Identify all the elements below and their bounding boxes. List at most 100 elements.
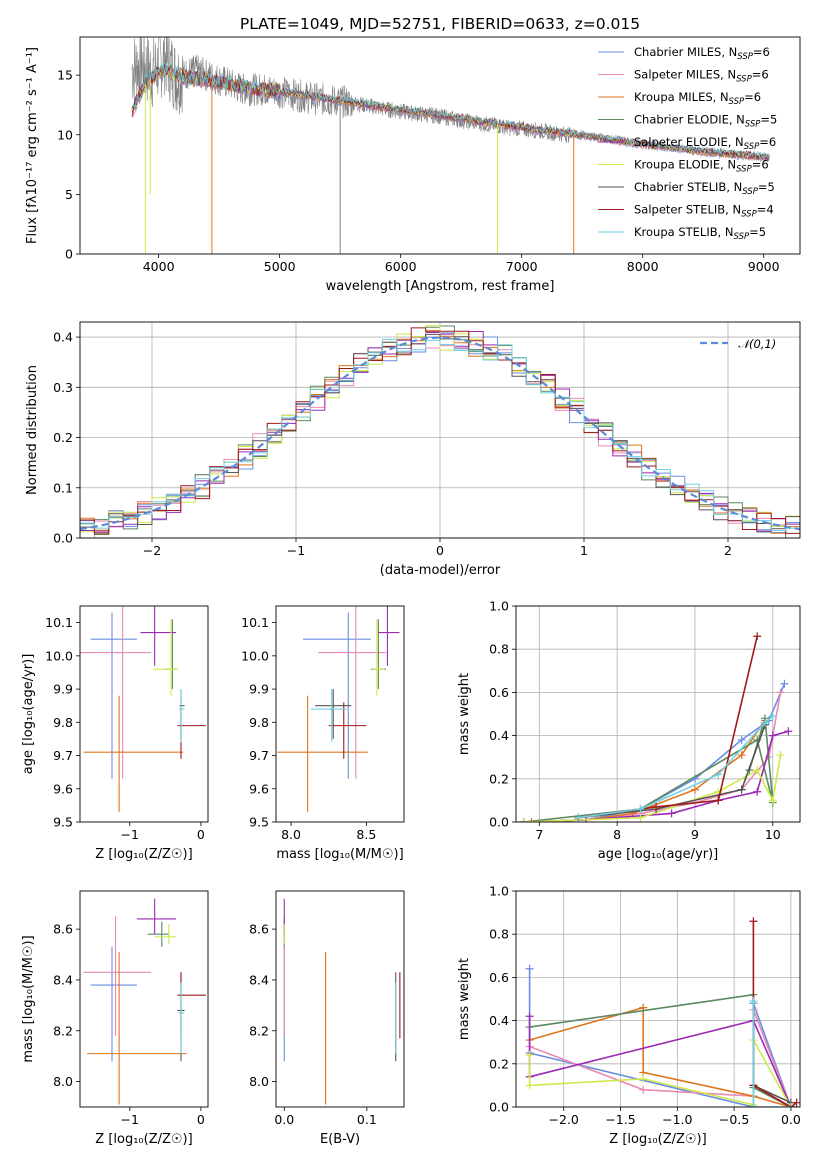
age_vs_Z-ytick-label: 9.7	[53, 748, 73, 763]
mass-weight-line	[523, 754, 782, 822]
age_vs_mass-ytick-label: 9.6	[249, 781, 269, 796]
legend-subscript: SSP	[744, 142, 760, 152]
mass-weight-marker	[714, 796, 723, 805]
mass_weight_vs_Z-ytick-label: 0.8	[489, 927, 509, 942]
mass_vs_Z-plot	[83, 898, 206, 1105]
mass-weight-line	[528, 1016, 792, 1107]
legend-label: Salpeter ELODIE, NSSP=6	[634, 135, 776, 152]
residuals-xtick-label: −1	[287, 543, 305, 558]
legend-subscript: SSP	[737, 52, 753, 62]
mass_vs_ebv-xtick-label: 0.1	[357, 1112, 377, 1127]
mass-weight-marker	[760, 718, 769, 727]
age_vs_mass-xtick-label: 8.0	[281, 827, 301, 842]
mass-weight-line	[528, 1036, 792, 1107]
spectrum-xtick-label: 8000	[627, 259, 659, 274]
legend-count: =5	[760, 113, 777, 127]
spectrum-ytick-label: 10	[57, 127, 73, 142]
legend-label: Chabrier ELODIE, NSSP=5	[634, 113, 777, 130]
residuals-ytick-label: 0.4	[53, 330, 73, 345]
legend-subscript: SSP	[734, 232, 750, 242]
legend-count: =6	[759, 135, 776, 149]
mass_weight_vs_age-ytick-label: 1.0	[489, 599, 509, 614]
mass-weight-marker	[780, 679, 789, 688]
mass_vs_Z-frame	[79, 890, 209, 1108]
residuals-ytick-label: 0.0	[53, 531, 73, 546]
mass_weight_vs_age-xtick-label: 10	[765, 827, 781, 842]
spectrum-xtick-label: 9000	[748, 259, 780, 274]
age_vs_mass-ytick-label: 9.9	[249, 682, 269, 697]
spectrum-ylabel: Flux [fλ10⁻¹⁷ erg cm⁻² s⁻¹ A⁻¹]	[25, 47, 40, 244]
legend-label: Salpeter MILES, NSSP=6	[634, 68, 769, 85]
age_vs_mass-ytick-label: 9.5	[249, 815, 269, 830]
age_vs_Z-ytick-label: 10.1	[45, 615, 73, 630]
mass_weight_vs_Z-xtick-label: 0.0	[781, 1112, 801, 1127]
legend-subscript: SSP	[745, 120, 761, 130]
mass-weight-marker	[749, 997, 758, 1006]
legend-subscript: SSP	[736, 75, 752, 85]
spectrum-ytick-label: 5	[65, 187, 73, 202]
mass_weight_vs_Z-ylabel: mass weight	[457, 958, 472, 1040]
spectrum-plot	[131, 37, 770, 254]
spectrum-xtick-label: 5000	[264, 259, 296, 274]
age_vs_Z-ytick-label: 9.6	[53, 781, 73, 796]
mass-weight-marker	[652, 802, 661, 811]
spectrum-xtick-label: 4000	[143, 259, 175, 274]
normal-legend-label: 𝒩(0,1)	[738, 337, 776, 351]
legend-count: =6	[752, 158, 769, 172]
mass-weight-marker	[792, 1098, 800, 1107]
marks-layer	[80, 37, 800, 1107]
mass-weight-marker	[527, 818, 536, 822]
mass-weight-line	[578, 715, 774, 819]
mass_weight_vs_age-plot	[519, 632, 793, 822]
spectrum-xlabel: wavelength [Angstrom, rest frame]	[326, 279, 555, 294]
mass_vs_Z-ytick-label: 8.6	[53, 922, 73, 937]
normal-curve	[80, 336, 800, 531]
mass_vs_ebv-xlabel: E(B-V)	[320, 1132, 360, 1147]
mass_vs_Z-xtick-label: 0	[197, 1112, 205, 1127]
mass-weight-marker	[784, 727, 793, 736]
mass_vs_ebv-ytick-label: 8.6	[249, 922, 269, 937]
legend-label: Kroupa STELIB, NSSP=5	[634, 225, 766, 242]
legend-count: =5	[749, 225, 766, 239]
mass-weight-line	[528, 968, 792, 1107]
mass_weight_vs_age-xtick-label: 9	[691, 827, 699, 842]
residuals-ytick-label: 0.1	[53, 480, 73, 495]
mass_vs_ebv-plot	[283, 898, 401, 1105]
age_vs_mass-xtick-label: 8.5	[356, 827, 376, 842]
mass-weight-marker	[636, 813, 645, 822]
spectrum-ytick-label: 15	[57, 68, 73, 83]
mass-weight-marker	[737, 751, 746, 760]
mass-weight-marker	[768, 796, 777, 805]
mass_weight_vs_age-ytick-label: 0.4	[489, 728, 509, 743]
age_vs_mass-ytick-label: 10.1	[241, 615, 269, 630]
legend-count: =4	[757, 203, 774, 217]
mass_weight_vs_age-ytick-label: 0.8	[489, 642, 509, 657]
legend-count: =6	[753, 45, 770, 59]
legend-count: =6	[744, 90, 761, 104]
mass_vs_ebv-ytick-label: 8.2	[249, 1023, 269, 1038]
age_vs_mass-ytick-label: 10.0	[241, 648, 269, 663]
mass-weight-marker	[667, 809, 676, 818]
mass_weight_vs_age-xtick-label: 8	[613, 827, 621, 842]
mass_vs_ebv-ytick-label: 8.0	[249, 1074, 269, 1089]
mass-weight-marker	[690, 785, 699, 794]
legend-label: Chabrier STELIB, NSSP=5	[634, 180, 775, 197]
mass_weight_vs_Z-frame	[515, 890, 801, 1108]
age_vs_mass-ytick-label: 9.7	[249, 748, 269, 763]
axes-layer: 4000 5000 6000 7000 8000 9000051015wavelength…	[21, 36, 801, 1147]
spectrum-xtick-label: 6000	[385, 259, 417, 274]
age_vs_Z-frame	[79, 605, 209, 823]
age_vs_Z-ylabel: age [log₁₀(age/yr)]	[21, 654, 36, 775]
histogram-step	[80, 327, 800, 534]
grid-layer	[80, 322, 800, 1108]
mass_weight_vs_Z-ytick-label: 1.0	[489, 884, 509, 899]
residuals-ytick-label: 0.3	[53, 380, 73, 395]
mass-weight-marker	[525, 1012, 534, 1021]
mass_vs_Z-xlabel: Z [log₁₀(Z/Z☉)]	[95, 1132, 192, 1147]
mass-weight-line	[578, 636, 758, 819]
legend-subscript: SSP	[736, 165, 752, 175]
legend-label: Kroupa MILES, NSSP=6	[634, 90, 761, 107]
residuals-xtick-label: 1	[580, 543, 588, 558]
mass-weight-marker	[519, 818, 528, 822]
